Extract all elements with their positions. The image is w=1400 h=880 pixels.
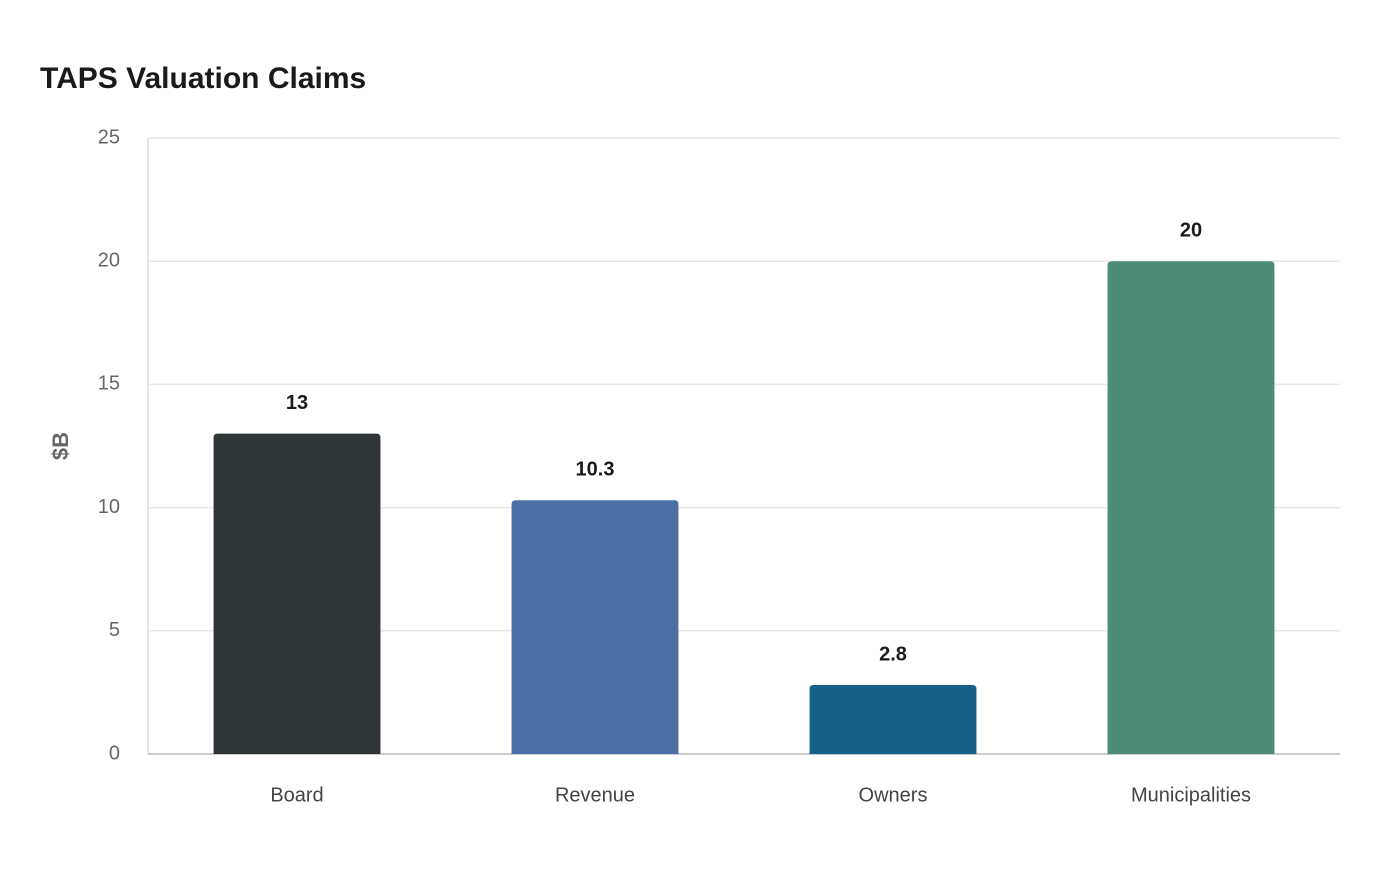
y-tick-label: 10 bbox=[98, 496, 120, 518]
bar bbox=[1107, 261, 1275, 754]
x-tick-label: Board bbox=[270, 784, 323, 806]
x-tick-label: Municipalities bbox=[1131, 784, 1251, 806]
value-label: 2.8 bbox=[879, 643, 907, 665]
chart-title: TAPS Valuation Claims bbox=[40, 62, 366, 95]
value-label: 10.3 bbox=[576, 458, 615, 480]
bar bbox=[511, 500, 679, 754]
bar bbox=[213, 433, 381, 754]
x-tick-label: Revenue bbox=[555, 784, 635, 806]
y-tick-label: 20 bbox=[98, 249, 120, 271]
y-tick-label: 5 bbox=[109, 619, 120, 641]
bar bbox=[809, 685, 977, 754]
value-label: 13 bbox=[286, 392, 308, 414]
x-tick-label: Owners bbox=[859, 784, 928, 806]
y-tick-label: 25 bbox=[98, 126, 120, 148]
y-axis-label: $B bbox=[48, 432, 73, 460]
y-tick-label: 0 bbox=[109, 742, 120, 764]
value-label: 20 bbox=[1180, 219, 1202, 241]
y-tick-label: 15 bbox=[98, 373, 120, 395]
